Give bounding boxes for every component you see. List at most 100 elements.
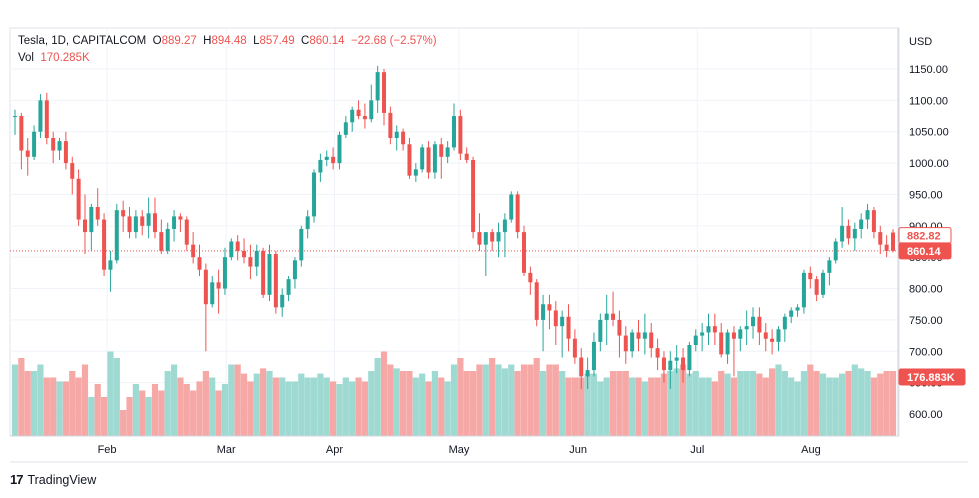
candle-body bbox=[458, 116, 463, 154]
volume-bar bbox=[565, 377, 572, 436]
candlesticks bbox=[13, 65, 895, 389]
candle bbox=[292, 257, 297, 289]
candle-body bbox=[878, 232, 883, 245]
candle bbox=[102, 213, 107, 276]
volume-bar bbox=[368, 371, 375, 436]
candle-body bbox=[782, 316, 787, 330]
candle bbox=[133, 210, 138, 239]
candle bbox=[312, 169, 317, 223]
volume-bar bbox=[43, 377, 50, 436]
candle-body bbox=[229, 241, 234, 258]
candle-body bbox=[57, 141, 62, 151]
volume-bar bbox=[431, 371, 439, 436]
candle bbox=[865, 203, 870, 229]
symbol-title: Tesla, 1D, CAPITALCOM bbox=[18, 35, 147, 47]
volume-bar bbox=[56, 381, 63, 436]
volume-bar bbox=[737, 371, 744, 436]
candle bbox=[770, 329, 775, 355]
candle-body bbox=[114, 210, 119, 261]
candle bbox=[795, 304, 800, 317]
volume-bars bbox=[11, 351, 897, 436]
candle-body bbox=[642, 332, 647, 339]
candle bbox=[203, 263, 208, 352]
candle-body bbox=[547, 304, 552, 311]
candle-body bbox=[369, 100, 374, 120]
volume-bar bbox=[342, 377, 349, 436]
volume-bar bbox=[514, 371, 521, 436]
volume-bar bbox=[552, 364, 559, 436]
candle-body bbox=[146, 213, 151, 226]
volume-bar bbox=[794, 381, 801, 436]
volume-bar bbox=[711, 381, 718, 436]
candle bbox=[242, 238, 247, 264]
volume-bar bbox=[406, 371, 413, 436]
candle bbox=[388, 106, 393, 145]
candle bbox=[827, 257, 832, 286]
candle-body bbox=[700, 332, 705, 336]
candle bbox=[891, 229, 895, 253]
candle-body bbox=[394, 131, 399, 138]
candle-body bbox=[490, 232, 495, 242]
candle-body bbox=[210, 282, 215, 305]
price-label-filled: 860.14 bbox=[898, 242, 952, 260]
candle-body bbox=[108, 260, 113, 270]
candle-body bbox=[203, 269, 208, 305]
candle bbox=[299, 225, 304, 267]
volume-bar bbox=[183, 384, 190, 436]
candle bbox=[32, 125, 37, 160]
candle bbox=[814, 276, 819, 302]
candle-body bbox=[197, 257, 202, 270]
candle-body bbox=[413, 169, 418, 176]
candle bbox=[172, 210, 177, 242]
candle bbox=[751, 307, 756, 339]
volume-bar bbox=[126, 397, 133, 436]
volume-bar bbox=[272, 377, 279, 436]
volume-bar bbox=[813, 371, 820, 436]
candle bbox=[884, 235, 889, 258]
candle-body bbox=[833, 241, 838, 261]
volume-bar bbox=[616, 371, 623, 436]
candle-body bbox=[38, 100, 43, 132]
candle bbox=[25, 138, 30, 176]
candle-body bbox=[496, 232, 501, 242]
candle-body bbox=[267, 254, 272, 295]
candle-body bbox=[216, 282, 221, 289]
candle bbox=[598, 313, 603, 352]
candle bbox=[420, 144, 425, 173]
candle-body bbox=[789, 310, 794, 317]
volume-value: 170.285K bbox=[40, 52, 90, 64]
candle bbox=[426, 141, 431, 179]
candle-body bbox=[630, 332, 635, 352]
volume-bar bbox=[94, 384, 101, 436]
candle-body bbox=[324, 156, 329, 160]
price-label-volume: 176.883K bbox=[898, 368, 966, 386]
volume-bar bbox=[323, 377, 330, 436]
candle bbox=[585, 357, 590, 389]
candle-body bbox=[553, 310, 558, 327]
candle bbox=[19, 112, 24, 170]
candle bbox=[477, 213, 482, 251]
x-tick-label: Aug bbox=[801, 444, 821, 456]
volume-bar bbox=[673, 368, 680, 436]
candle-body bbox=[280, 294, 285, 308]
candle-body bbox=[471, 159, 476, 233]
volume-bar bbox=[317, 373, 324, 436]
tradingview-branding[interactable]: 17 TradingView bbox=[10, 472, 96, 487]
candle-body bbox=[159, 232, 164, 251]
volume-bar bbox=[113, 358, 120, 436]
volume-bar bbox=[756, 373, 763, 436]
candle-body bbox=[95, 207, 100, 220]
candle bbox=[757, 307, 762, 345]
candle bbox=[324, 150, 329, 167]
volume-bar bbox=[692, 371, 699, 436]
volume-bar bbox=[749, 371, 757, 436]
volume-bar bbox=[527, 364, 534, 436]
y-tick-label: 700.00 bbox=[909, 346, 943, 358]
volume-bar bbox=[240, 373, 248, 436]
candle-body bbox=[439, 144, 444, 157]
candle bbox=[553, 301, 558, 345]
candle-body bbox=[521, 232, 526, 273]
candle bbox=[318, 153, 323, 182]
candle-body bbox=[286, 279, 291, 295]
